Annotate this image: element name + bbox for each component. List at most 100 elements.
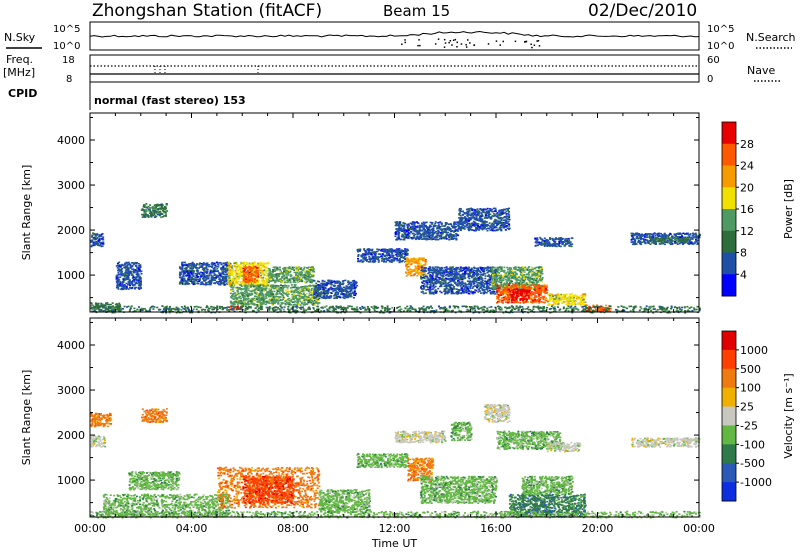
power-cell [437,266,440,269]
power-cell [400,253,403,256]
power-cell [236,286,239,289]
power-cell [307,298,309,301]
power-cell [416,236,419,238]
power-cell [237,280,240,283]
power-cell [329,287,331,290]
power-cell [272,266,275,269]
power-cell [247,277,250,279]
power-cell [259,284,262,286]
power-cell [467,283,470,285]
beam-title: Beam 15 [383,2,450,20]
power-cell [271,298,274,301]
power-cell [196,280,199,283]
power-cell [273,284,276,287]
power-cell [259,304,262,306]
power-cell [458,273,461,276]
power-cell [107,306,110,308]
power-cell [125,282,128,285]
power-cell [228,273,230,276]
power-cell [279,268,282,271]
power-cell [461,273,464,276]
power-cell [489,269,492,272]
power-cell [398,224,401,227]
power-cell [158,211,160,213]
power-cell [219,279,222,281]
power-cell [250,302,253,304]
power-cell [328,282,331,285]
power-cell [181,280,184,283]
power-cell [368,250,371,253]
power-cell [478,270,481,272]
power-cell [293,276,296,279]
power-cell [475,274,478,276]
power-cell [266,291,269,293]
power-cell [129,272,132,274]
power-cell [396,224,399,227]
power-cell [455,238,458,241]
power-cell [282,286,285,288]
power-cell [153,211,156,214]
power-cell [269,288,272,291]
power-cell [299,275,302,277]
power-cell [439,281,442,283]
power-cell [255,282,257,284]
power-cell [279,271,282,273]
nsearch-dot [443,46,446,48]
power-cell [422,286,425,288]
power-cell [431,235,434,237]
power-cell [267,262,270,265]
power-cell [249,273,252,276]
power-cell [253,292,256,294]
power-cell [247,283,250,285]
power-cell [318,285,321,287]
power-cell [127,273,130,276]
power-cell [439,226,442,228]
power-cell [276,290,279,292]
power-cell [304,278,307,280]
power-cell [454,228,457,231]
power-cell [267,301,270,303]
power-cell [248,292,250,295]
power-cell [422,237,425,240]
power-cell [399,222,402,224]
power-cell [222,262,225,265]
power-cell [383,249,385,252]
power-cell [282,275,285,278]
power-cell [422,258,425,260]
power-cell [430,271,433,274]
power-cell [437,224,440,226]
power-cell [254,278,256,281]
power-cell [320,285,323,287]
power-cell [93,238,96,240]
power-cell [412,226,414,229]
power-cell [191,278,194,281]
power-cell [269,270,272,273]
power-cell [230,303,233,305]
power-cell [215,277,218,280]
power-cell [181,279,184,281]
power-cell [200,263,203,265]
power-cell [416,257,419,260]
power-cell [383,257,386,260]
power-cell [246,301,249,303]
power-cell [463,275,466,277]
power-cell [101,245,104,247]
power-cell [339,285,342,288]
power-cell [449,279,452,282]
power-cell [204,276,207,279]
power-cell [232,290,235,293]
power-cell [205,282,207,284]
power-cell [185,263,188,266]
power-cell [214,279,217,281]
power-cell [105,302,107,305]
power-cell [165,204,168,206]
power-cell [263,290,265,292]
power-cell [310,275,313,277]
power-cell [128,281,131,283]
power-cell [301,288,304,290]
power-cell [227,261,230,264]
power-cell [261,292,264,294]
power-cell [128,262,131,265]
power-cell [460,288,463,290]
power-cell [416,275,419,277]
